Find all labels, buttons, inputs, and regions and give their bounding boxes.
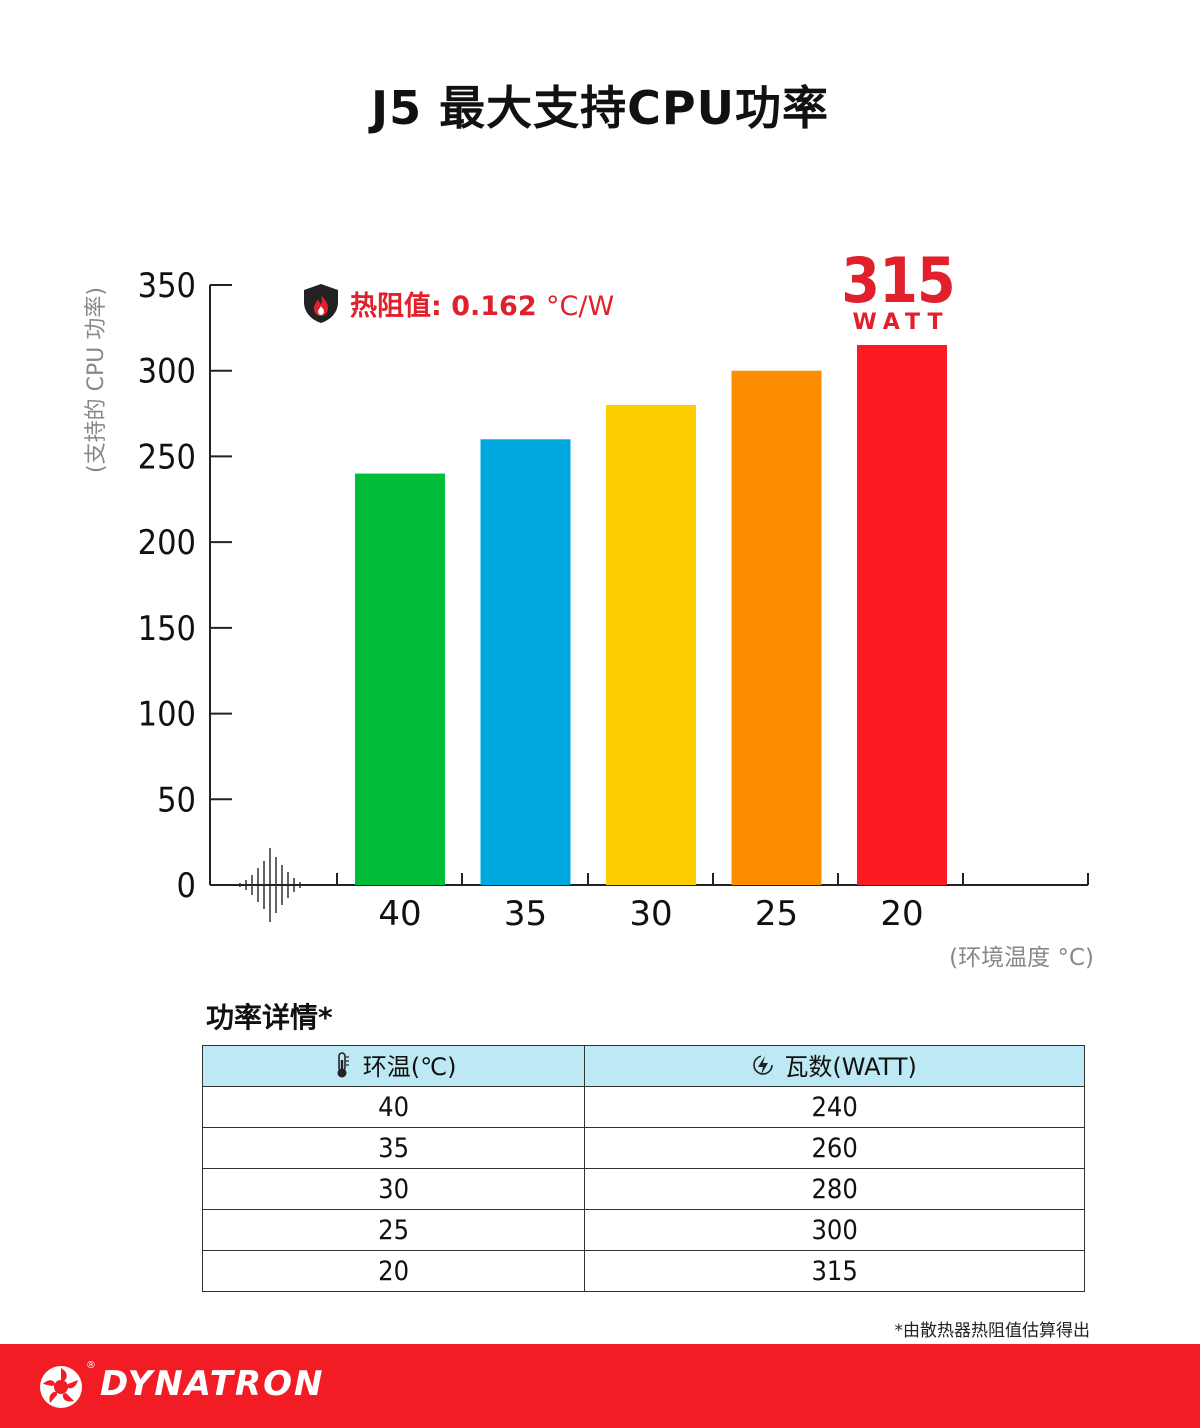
x-tick-label: 40 — [378, 894, 421, 934]
sound-wave-icon — [239, 848, 301, 922]
header-ambient-temp-label: 环温(℃) — [362, 1053, 457, 1082]
bar-chart: 0 50 100 150 200 250 300 350 40 35 30 25 20 (支持的 CP… — [84, 266, 1089, 934]
thermal-resistance-label: 热阻值: — [350, 291, 442, 322]
lightning-icon — [753, 1054, 774, 1075]
table-cell-temp: 40 — [201, 1086, 586, 1128]
table-cell-watt: 280 — [584, 1168, 1085, 1210]
table-row: 35 260 — [201, 1127, 1085, 1169]
thermal-resistance-value: 0.162 — [451, 291, 537, 322]
page-title: J5 最大支持CPU功率 — [371, 81, 829, 135]
x-tick-label: 35 — [504, 894, 547, 934]
x-tick-label: 30 — [629, 894, 672, 934]
table-cell-watt: 260 — [584, 1127, 1085, 1169]
bars — [355, 345, 947, 885]
y-tick-label: 150 — [138, 609, 196, 649]
y-tick-label: 100 — [138, 695, 196, 735]
y-tick-label: 350 — [138, 266, 196, 306]
header-ambient-temp: 环温(℃) — [201, 1045, 586, 1087]
bar — [857, 345, 947, 885]
header-wattage: 瓦数(WATT) — [584, 1045, 1085, 1087]
x-tick-label: 20 — [880, 894, 923, 934]
y-tick-label: 200 — [138, 523, 196, 563]
registered-mark: ® — [86, 1360, 96, 1371]
table-row: 20 315 — [201, 1250, 1085, 1292]
dynatron-logo-icon — [40, 1366, 82, 1408]
bar — [731, 370, 822, 885]
header-wattage-label: 瓦数(WATT) — [784, 1053, 917, 1082]
bar — [480, 439, 571, 885]
table-cell-temp: 20 — [201, 1250, 586, 1292]
table-cell-temp: 30 — [201, 1168, 586, 1210]
table-header-row: 环温(℃) 瓦数(WATT) — [201, 1045, 1085, 1087]
table-cell-temp: 35 — [201, 1127, 586, 1169]
thermal-resistance-unit: °C/W — [546, 291, 615, 322]
y-tick-label: 300 — [138, 352, 196, 392]
y-tick-label: 50 — [157, 780, 196, 820]
table-row: 30 280 — [201, 1168, 1085, 1210]
table-row: 25 300 — [201, 1209, 1085, 1251]
y-tick-label: 250 — [138, 437, 196, 477]
bar — [606, 405, 696, 885]
bar — [355, 473, 445, 885]
y-axis-title: (支持的 CPU 功率) — [84, 287, 109, 473]
power-details-table: 环温(℃) 瓦数(WATT) 40 240 35 260 — [201, 1045, 1085, 1292]
x-axis-title: (环境温度 °C) — [949, 945, 1094, 971]
y-axis: 0 50 100 150 200 250 300 350 — [138, 266, 232, 906]
table-cell-temp: 25 — [201, 1209, 586, 1251]
table-title: 功率详情* — [206, 1001, 333, 1034]
brand-footer: ® DYNATRON — [0, 1344, 1200, 1428]
table-cell-watt: 315 — [584, 1250, 1085, 1292]
table-footnote: *由散热器热阻值估算得出 — [894, 1321, 1091, 1341]
thermometer-icon — [337, 1051, 349, 1078]
peak-unit: WATT — [852, 310, 950, 335]
shield-fire-icon — [304, 284, 338, 323]
y-tick-label: 0 — [177, 866, 196, 906]
peak-value: 315 — [841, 244, 955, 317]
table-row: 40 240 — [201, 1086, 1085, 1128]
table-cell-watt: 300 — [584, 1209, 1085, 1251]
x-tick-label: 25 — [755, 894, 798, 934]
thermal-resistance: 热阻值: 0.162 °C/W — [350, 284, 614, 323]
table-cell-watt: 240 — [584, 1086, 1085, 1128]
brand-name: DYNATRON — [100, 1364, 325, 1404]
